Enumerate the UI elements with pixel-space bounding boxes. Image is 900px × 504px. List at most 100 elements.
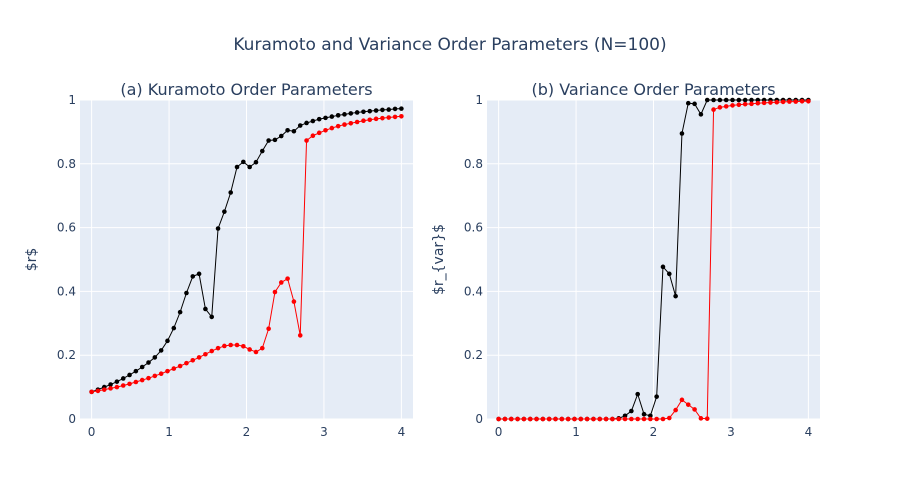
data-point: [253, 159, 259, 165]
data-point: [152, 355, 158, 360]
x-tick-label: 3: [727, 425, 735, 439]
data-point: [793, 99, 799, 104]
data-point: [361, 118, 366, 124]
data-point: [698, 112, 704, 117]
data-point: [667, 271, 672, 277]
data-point: [108, 386, 113, 391]
data-point: [101, 387, 107, 392]
data-point: [711, 97, 716, 103]
y-tick-label: 0.8: [57, 157, 76, 171]
data-point: [679, 397, 685, 403]
data-point: [704, 416, 710, 421]
data-point: [367, 117, 373, 123]
data-point: [392, 114, 398, 120]
data-point: [660, 416, 666, 422]
data-point: [215, 226, 221, 231]
data-point: [641, 416, 647, 422]
data-point: [373, 108, 379, 113]
data-point: [723, 104, 729, 109]
data-point: [654, 394, 659, 399]
data-point: [222, 209, 227, 214]
data-point: [209, 314, 215, 320]
y-tick-label: 0.8: [464, 157, 483, 171]
data-point: [654, 416, 659, 422]
x-tick-label: 4: [805, 425, 813, 439]
data-point: [171, 366, 177, 371]
data-point: [297, 333, 303, 338]
data-point: [304, 138, 309, 143]
data-point: [730, 103, 735, 108]
data-point: [184, 290, 189, 296]
data-point: [348, 120, 354, 126]
data-point: [386, 107, 392, 112]
data-point: [291, 128, 297, 134]
data-point: [755, 97, 761, 103]
data-point: [641, 411, 647, 417]
data-point: [285, 128, 290, 133]
data-point: [342, 112, 347, 117]
data-point: [629, 408, 634, 414]
x-tick-label: 2: [650, 425, 658, 439]
data-point: [95, 388, 101, 394]
data-point: [629, 416, 634, 422]
data-point: [272, 289, 278, 295]
data-point: [146, 360, 151, 365]
data-point: [165, 338, 170, 344]
data-point: [717, 97, 723, 103]
data-point: [354, 110, 360, 115]
data-point: [158, 371, 164, 377]
data-point: [108, 382, 113, 387]
data-point: [399, 113, 404, 119]
data-point: [139, 364, 145, 370]
data-point: [572, 416, 577, 422]
data-point: [323, 128, 328, 133]
data-point: [761, 100, 767, 106]
data-point: [515, 416, 520, 422]
data-point: [203, 351, 208, 357]
data-point: [260, 148, 265, 154]
data-point: [399, 106, 404, 111]
data-point: [774, 99, 780, 105]
data-point: [323, 115, 328, 121]
data-point: [717, 105, 723, 110]
data-point: [247, 347, 252, 352]
data-point: [278, 280, 284, 285]
y-tick-label: 0: [475, 412, 483, 426]
data-point: [190, 358, 196, 363]
data-point: [584, 416, 590, 422]
x-tick-label: 1: [572, 425, 580, 439]
data-point: [392, 106, 398, 112]
data-point: [222, 343, 227, 349]
data-point: [253, 349, 259, 355]
data-point: [723, 97, 729, 103]
data-point: [799, 98, 805, 104]
data-point: [120, 383, 126, 388]
data-point: [373, 116, 379, 122]
data-point: [316, 116, 322, 122]
data-point: [711, 107, 716, 112]
y-tick-label: 1: [475, 93, 483, 107]
y-tick-label: 0.4: [57, 284, 76, 298]
data-point: [196, 271, 202, 277]
data-point: [310, 118, 316, 124]
data-point: [553, 416, 558, 422]
data-point: [540, 416, 546, 422]
data-point: [736, 102, 742, 108]
data-point: [241, 159, 246, 165]
data-point: [266, 326, 271, 332]
data-point: [380, 115, 385, 121]
data-point: [685, 402, 691, 407]
data-point: [203, 306, 208, 312]
data-point: [133, 368, 139, 374]
data-point: [692, 101, 697, 107]
data-point: [114, 379, 120, 384]
data-point: [597, 416, 603, 422]
data-point: [114, 384, 120, 390]
data-point: [190, 274, 196, 279]
data-point: [196, 355, 202, 360]
y-tick-label: 0.6: [57, 221, 76, 235]
data-point: [496, 416, 501, 422]
data-point: [622, 413, 628, 419]
data-point: [304, 120, 309, 126]
data-point: [367, 108, 373, 114]
